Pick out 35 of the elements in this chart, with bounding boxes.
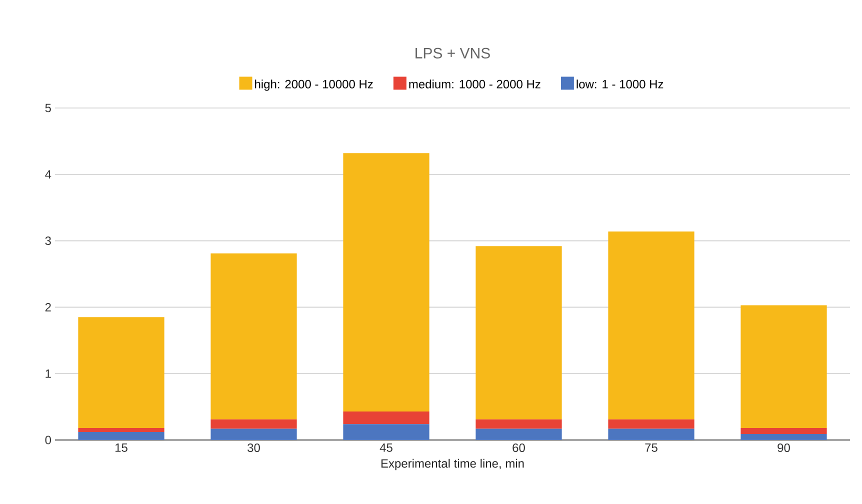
bar	[740, 305, 827, 428]
y-tick-label: 3	[45, 236, 51, 246]
bar	[343, 411, 430, 424]
y-tick-label: 4	[45, 170, 52, 179]
bar	[210, 253, 297, 420]
y-tick-label: 1	[46, 369, 51, 378]
x-tick-label: 30	[248, 444, 260, 452]
bar	[78, 432, 164, 440]
bar	[608, 232, 694, 420]
y-tick-label: 2	[45, 303, 51, 312]
legend-label: low: 1 - 1000 Hz	[576, 80, 664, 88]
x-tick-label: 90	[778, 444, 790, 452]
x-tick-label: 45	[380, 444, 392, 452]
bar	[608, 428, 694, 440]
bar	[78, 428, 164, 432]
bar	[78, 317, 164, 428]
x-tick-label: 15	[115, 444, 128, 452]
bar	[343, 424, 430, 440]
x-tick-label: 75	[645, 444, 658, 452]
chart-title: LPS + VNS	[416, 48, 490, 58]
bar	[476, 246, 562, 420]
y-tick-label: 0	[45, 436, 52, 444]
y-tick-label: 5	[45, 104, 51, 112]
legend-label: high: 2000 - 10000 Hz	[255, 80, 373, 91]
bar	[476, 419, 562, 429]
bar	[343, 153, 430, 412]
legend-label: medium: 1000 - 2000 Hz	[409, 80, 540, 88]
x-axis-title: Experimental time line, min	[381, 458, 524, 470]
bar	[210, 419, 297, 429]
bar	[740, 434, 827, 440]
bar	[608, 419, 694, 429]
x-tick-label: 60	[512, 444, 525, 452]
bar	[210, 428, 297, 440]
bar	[740, 428, 827, 434]
bar	[476, 428, 562, 440]
